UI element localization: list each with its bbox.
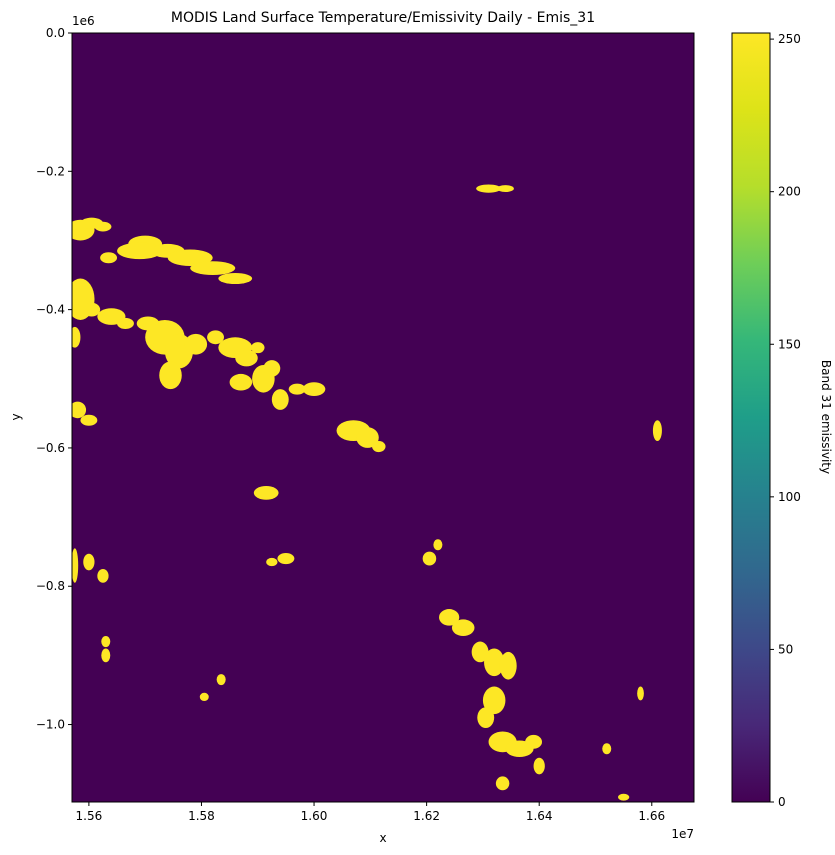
emissivity-patch xyxy=(101,648,111,663)
emissivity-patch xyxy=(83,553,95,571)
chart-title: MODIS Land Surface Temperature/Emissivit… xyxy=(171,10,595,26)
emissivity-patch xyxy=(72,401,87,419)
emissivity-patch xyxy=(433,539,443,551)
emissivity-patch xyxy=(229,373,253,391)
emissivity-patch xyxy=(477,707,495,729)
y-tick-label: −0.4 xyxy=(36,303,65,317)
y-tick-label: −0.2 xyxy=(36,164,65,178)
emissivity-patch xyxy=(253,485,279,500)
emissivity-patch xyxy=(100,252,118,264)
emissivity-patch xyxy=(207,330,224,345)
y-axis: 0.0 −0.2 −0.4 −0.6 −0.8 −1.0 xyxy=(36,26,72,732)
emissivity-patch xyxy=(422,551,437,566)
emissivity-patch xyxy=(302,382,326,397)
emissivity-patch xyxy=(484,648,505,677)
x-offset-text: 1e7 xyxy=(671,827,694,841)
emissivity-patch xyxy=(83,302,101,317)
colorbar-tick-label: 0 xyxy=(778,795,786,809)
y-axis-label: y xyxy=(9,413,23,420)
colorbar-label: Band 31 emissivity xyxy=(819,360,833,474)
colorbar-axis: 0 50 100 150 200 250 xyxy=(770,32,801,809)
colorbar-tick-label: 200 xyxy=(778,185,801,199)
emissivity-patch xyxy=(199,692,209,702)
colorbar xyxy=(731,32,771,803)
emissivity-patches xyxy=(72,184,662,801)
emissivity-patch xyxy=(271,389,289,410)
plot-frame xyxy=(71,32,695,803)
emissivity-patch xyxy=(251,342,265,354)
emissivity-patch xyxy=(482,686,506,715)
emissivity-patch xyxy=(218,272,253,285)
emissivity-patch xyxy=(216,674,226,686)
emissivity-patch xyxy=(101,636,111,648)
plot-area xyxy=(72,33,694,802)
colorbar-tick-label: 250 xyxy=(778,32,801,46)
y-tick-label: −1.0 xyxy=(36,718,65,732)
colorbar-tick-label: 100 xyxy=(778,490,801,504)
y-tick-label: −0.8 xyxy=(36,579,65,593)
emissivity-patch xyxy=(602,743,612,755)
x-tick-label: 1.60 xyxy=(301,809,328,823)
x-axis: 1.56 1.58 1.60 1.62 1.64 1.66 xyxy=(76,802,665,823)
emissivity-patch xyxy=(652,420,662,442)
emissivity-patch xyxy=(167,249,213,267)
emissivity-patch xyxy=(476,184,501,193)
emissivity-patch xyxy=(72,548,79,583)
y-offset-text: 1e6 xyxy=(72,14,95,28)
colorbar-tick-label: 50 xyxy=(778,642,793,656)
emissivity-patch xyxy=(72,326,81,348)
emissivity-patch xyxy=(372,441,386,453)
x-tick-label: 1.58 xyxy=(188,809,215,823)
emissivity-patch xyxy=(117,317,134,329)
emissivity-patch xyxy=(263,360,281,377)
x-tick-label: 1.62 xyxy=(413,809,440,823)
emissivity-patch xyxy=(499,651,517,680)
emissivity-patch xyxy=(235,349,258,367)
emissivity-patch xyxy=(288,383,306,395)
emissivity-patch xyxy=(94,221,112,232)
emissivity-patch xyxy=(495,776,510,791)
emissivity-patch xyxy=(277,553,295,565)
emissivity-patch xyxy=(451,619,475,637)
y-tick-label: 0.0 xyxy=(46,26,65,40)
x-tick-label: 1.64 xyxy=(526,809,553,823)
emissivity-patch xyxy=(471,641,489,663)
emissivity-patch xyxy=(80,414,98,426)
x-tick-label: 1.66 xyxy=(638,809,665,823)
emissivity-patch xyxy=(533,757,545,775)
emissivity-patch xyxy=(356,427,379,448)
emissivity-patch xyxy=(439,609,460,626)
emissivity-patch xyxy=(525,734,543,749)
y-tick-label: −0.6 xyxy=(36,441,65,455)
emissivity-patch xyxy=(637,686,644,701)
emissivity-patch xyxy=(496,185,514,193)
emissivity-patch xyxy=(117,242,163,260)
emissivity-patch xyxy=(97,568,109,583)
emissivity-patch xyxy=(159,361,182,390)
emissivity-patch xyxy=(190,261,236,276)
emissivity-patch xyxy=(184,333,208,355)
x-axis-label: x xyxy=(379,831,386,845)
x-tick-label: 1.56 xyxy=(76,809,103,823)
colorbar-tick-label: 150 xyxy=(778,337,801,351)
emissivity-patch xyxy=(266,557,278,567)
emissivity-patch xyxy=(618,793,630,801)
